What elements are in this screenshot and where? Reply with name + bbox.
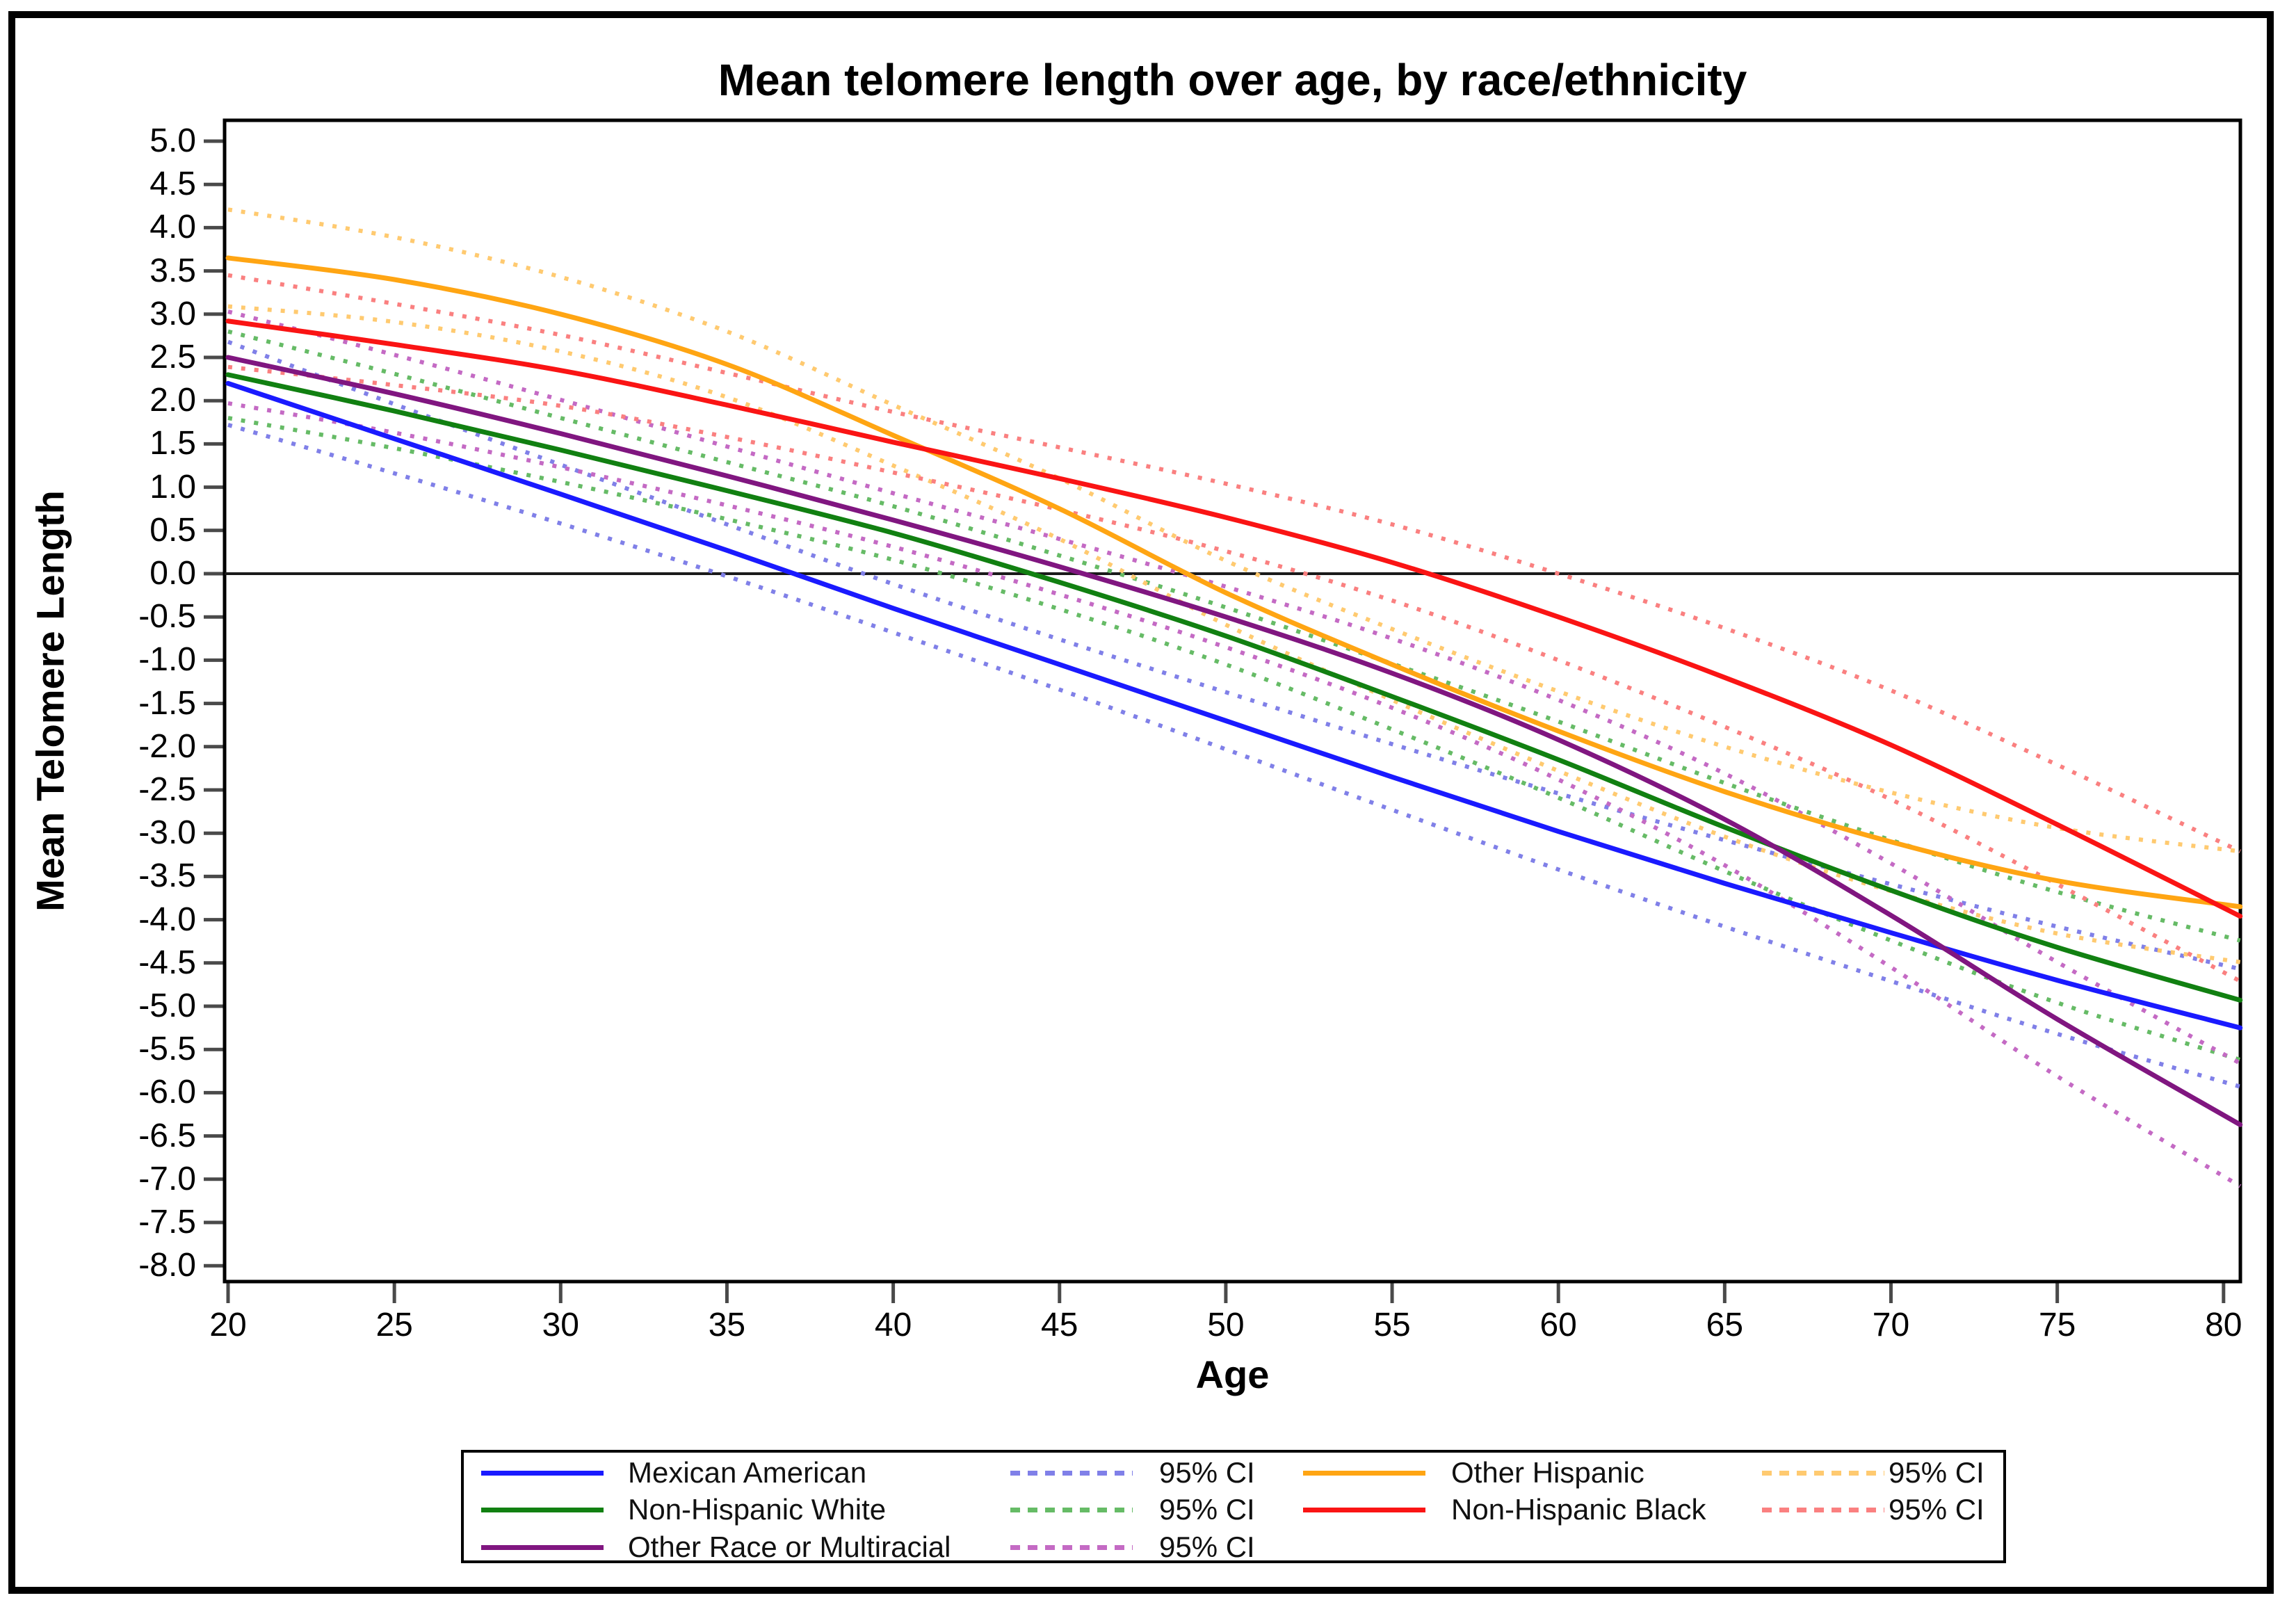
y-tick-label: 0.5 <box>149 511 196 549</box>
y-tick-label: 2.5 <box>149 339 196 376</box>
legend-swatch-dotted-other-race-or-multiracial <box>1010 1545 1133 1550</box>
y-tick-label: -0.5 <box>138 598 196 636</box>
x-tick-label: 35 <box>708 1307 746 1343</box>
y-tick-label: -7.0 <box>138 1160 196 1197</box>
series-line-other-race-or-multiracial <box>225 355 2243 1127</box>
ci-lower-mexican-american <box>227 423 2241 1089</box>
series-line-other-hispanic <box>225 255 2243 910</box>
x-tick-label: 70 <box>1872 1307 1910 1343</box>
y-tick-label: 0.0 <box>149 555 196 592</box>
figure-border <box>8 11 2274 1594</box>
legend-label-other-hispanic: Other Hispanic <box>1451 1456 1644 1489</box>
y-tick-label: 5.0 <box>149 122 196 159</box>
y-tick-label: -7.5 <box>138 1204 196 1241</box>
chart-title: Mean telomere length over age, by race/e… <box>718 55 1747 105</box>
y-tick-label: -4.0 <box>138 901 196 938</box>
x-tick-label: 45 <box>1041 1307 1078 1343</box>
ci-upper-other-race-or-multiracial <box>227 309 2242 1065</box>
legend-label-non-hispanic-white: Non-Hispanic White <box>628 1493 887 1526</box>
legend-swatch-dotted-non-hispanic-white <box>1010 1508 1133 1512</box>
x-tick-label: 75 <box>2038 1307 2076 1343</box>
legend: Mexican American 95% CI Other Hispanic 95% … <box>461 1450 2006 1563</box>
series-line-non-hispanic-white <box>225 372 2243 1003</box>
y-tick-label: 3.0 <box>149 295 196 332</box>
y-tick-label: -3.0 <box>138 814 196 852</box>
legend-label-ci-other-race-or-multiracial: 95% CI <box>1159 1531 1255 1563</box>
ci-lower-non-hispanic-black <box>227 364 2242 983</box>
legend-label-non-hispanic-black: Non-Hispanic Black <box>1451 1493 1706 1526</box>
x-tick-label: 80 <box>2205 1307 2242 1343</box>
legend-label-ci-mexican-american: 95% CI <box>1159 1456 1255 1489</box>
y-tick-label: -6.5 <box>138 1117 196 1154</box>
x-tick-label: 20 <box>209 1307 247 1343</box>
ci-upper-mexican-american <box>227 339 2241 971</box>
x-tick-label: 55 <box>1373 1307 1411 1343</box>
legend-swatch-dotted-mexican-american <box>1010 1471 1133 1476</box>
y-tick-label: -4.5 <box>138 944 196 981</box>
legend-swatch-solid-other-hispanic <box>1303 1471 1425 1476</box>
legend-swatch-dotted-non-hispanic-black <box>1762 1508 1884 1512</box>
legend-label-ci-non-hispanic-white: 95% CI <box>1159 1493 1255 1526</box>
x-tick-label: 60 <box>1539 1307 1577 1343</box>
legend-label-ci-other-hispanic: 95% CI <box>1889 1456 1984 1489</box>
x-tick-label: 50 <box>1207 1307 1245 1343</box>
ci-lower-non-hispanic-white <box>227 416 2241 1062</box>
legend-swatch-solid-mexican-american <box>481 1471 604 1476</box>
legend-swatch-solid-non-hispanic-black <box>1303 1508 1425 1512</box>
series-line-mexican-american <box>225 380 2243 1031</box>
y-tick-label: 3.5 <box>149 252 196 289</box>
y-tick-label: -5.5 <box>138 1031 196 1068</box>
series-line-non-hispanic-black <box>225 318 2243 919</box>
y-tick-label: -2.0 <box>138 727 196 765</box>
y-tick-label: -1.5 <box>138 684 196 722</box>
ci-lower-other-hispanic <box>227 304 2241 964</box>
legend-label-other-race-or-multiracial: Other Race or Multiracial <box>628 1531 951 1563</box>
x-tick-label: 30 <box>542 1307 579 1343</box>
legend-label-mexican-american: Mexican American <box>628 1456 867 1489</box>
y-tick-label: -2.5 <box>138 771 196 808</box>
curves-layer <box>225 207 2243 1188</box>
legend-label-ci-non-hispanic-black: 95% CI <box>1889 1493 1984 1526</box>
x-tick-label: 40 <box>874 1307 912 1343</box>
ci-upper-non-hispanic-black <box>227 273 2241 854</box>
axis-ticks <box>204 139 2226 1303</box>
y-tick-label: 1.5 <box>149 425 196 462</box>
y-tick-label: -8.0 <box>138 1247 196 1284</box>
y-tick-label: -5.0 <box>138 987 196 1024</box>
y-tick-label: 4.5 <box>149 165 196 203</box>
y-tick-label: 2.0 <box>149 382 196 419</box>
y-tick-label: 1.0 <box>149 468 196 506</box>
x-tick-label: 25 <box>375 1307 413 1343</box>
x-axis-title: Age <box>1195 1352 1270 1396</box>
plot-border <box>223 118 2242 1284</box>
legend-swatch-dotted-other-hispanic <box>1762 1471 1884 1476</box>
x-tick-label: 65 <box>1706 1307 1744 1343</box>
ci-upper-non-hispanic-white <box>227 329 2241 943</box>
legend-swatch-solid-non-hispanic-white <box>481 1508 604 1512</box>
y-tick-label: 4.0 <box>149 209 196 246</box>
y-tick-label: -6.0 <box>138 1074 196 1111</box>
y-tick-label: -3.5 <box>138 857 196 895</box>
legend-swatch-solid-other-race-or-multiracial <box>481 1545 604 1550</box>
y-tick-label: -1.0 <box>138 641 196 679</box>
